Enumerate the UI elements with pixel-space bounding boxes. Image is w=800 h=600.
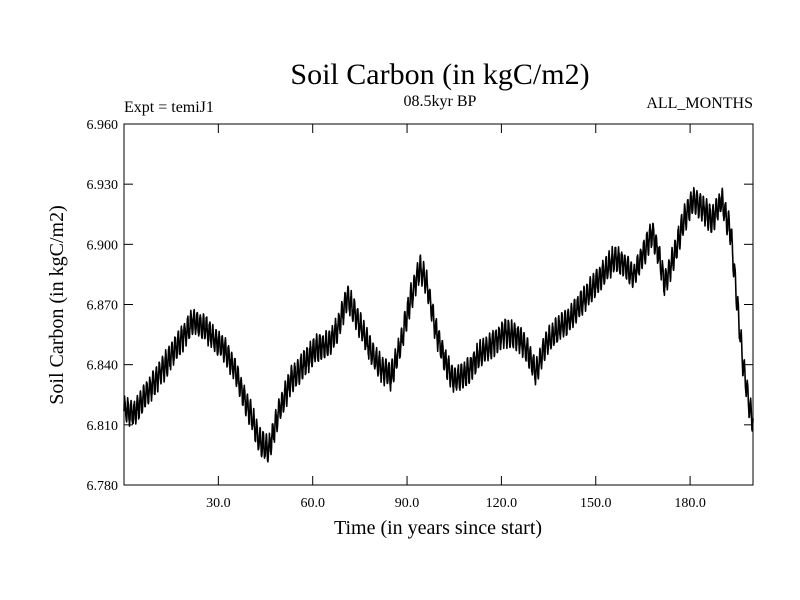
- y-tick-label: 6.930: [87, 178, 119, 193]
- series-line: [123, 186, 754, 463]
- chart-title: Soil Carbon (in kgC/m2): [290, 58, 589, 91]
- subtitle-left: Expt = temiJ1: [124, 99, 214, 116]
- y-tick-label: 6.840: [87, 359, 119, 374]
- y-axis-label: Soil Carbon (in kgC/m2): [46, 205, 68, 404]
- x-tick-label: 120.0: [486, 496, 518, 511]
- x-tick-label: 60.0: [300, 496, 325, 511]
- y-tick-label: 6.960: [87, 118, 119, 133]
- subtitle-center: 08.5kyr BP: [404, 93, 477, 110]
- x-tick-label: 150.0: [580, 496, 612, 511]
- ticks-layer: 6.780 6.810 6.840 6.870 6.900 6.930 6.960 30.0 6…: [87, 118, 753, 511]
- y-tick-label: 6.870: [87, 299, 119, 314]
- y-tick-label: 6.900: [87, 238, 119, 253]
- x-axis-label: Time (in years since start): [334, 517, 542, 539]
- x-tick-label: 90.0: [395, 496, 420, 511]
- x-tick-label: 30.0: [206, 496, 231, 511]
- x-tick-label: 180.0: [674, 496, 706, 511]
- plot-frame: [123, 123, 754, 486]
- y-tick-label: 6.780: [87, 479, 119, 494]
- subtitle-right: ALL_MONTHS: [646, 95, 753, 112]
- y-tick-label: 6.810: [87, 419, 119, 434]
- series-layer: [123, 186, 754, 463]
